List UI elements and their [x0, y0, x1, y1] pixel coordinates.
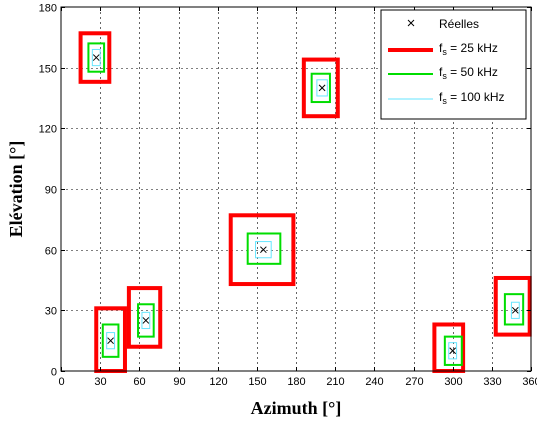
- region-fs100: [106, 332, 116, 350]
- x-tick-label: 60: [133, 376, 145, 388]
- legend-box: [380, 9, 527, 120]
- true-position-marker: [142, 317, 150, 324]
- region-fs100: [255, 241, 272, 259]
- true-position-marker: [449, 347, 457, 355]
- regions-layer: [78, 31, 532, 374]
- legend-x-marker-icon: [407, 19, 415, 27]
- x-tick-label: 330: [483, 376, 501, 388]
- markers-layer: [92, 54, 519, 355]
- y-tick-label: 120: [39, 124, 57, 136]
- x-tick-label: 300: [444, 376, 462, 388]
- legend-entry-fs25: fs = 25 kHz: [388, 41, 498, 57]
- x-tick-label: 30: [94, 376, 106, 388]
- region-fs100: [141, 311, 151, 330]
- legend: Réelles fs = 25 kHz fs = 50 kHz fs = 100…: [380, 9, 527, 120]
- region-fs50: [137, 303, 155, 338]
- region-fs25: [301, 57, 340, 119]
- legend-entry-reelles: Réelles: [407, 17, 479, 31]
- x-tick-label: 240: [365, 376, 383, 388]
- region-fs50: [503, 293, 525, 326]
- axis-ticks: 0 30 60 90 120 150 180 210 240 270 300 330 360 0 30 60 9…: [39, 3, 537, 389]
- x-tick-label: 150: [248, 376, 266, 388]
- true-position-marker: [92, 54, 100, 61]
- x-tick-label: 360: [522, 376, 537, 388]
- legend-label-fs50: fs = 50 kHz: [439, 65, 498, 81]
- y-tick-label: 180: [39, 3, 57, 15]
- region-fs25: [78, 31, 112, 84]
- true-position-marker: [107, 337, 114, 345]
- legend-entry-fs50: fs = 50 kHz: [388, 65, 498, 81]
- legend-entry-fs100: fs = 100 kHz: [388, 90, 505, 106]
- x-tick-label: 270: [405, 376, 423, 388]
- x-tick-label: 120: [209, 376, 227, 388]
- x-tick-label: 210: [326, 376, 344, 388]
- region-fs25: [493, 275, 532, 337]
- y-tick-label: 150: [39, 64, 57, 76]
- region-fs100: [448, 342, 458, 360]
- y-tick-label: 90: [45, 185, 57, 197]
- region-fs100: [316, 79, 328, 97]
- y-tick-label: 30: [45, 306, 57, 318]
- region-fs50: [310, 72, 331, 104]
- y-axis-label: Elévation [°]: [6, 141, 26, 238]
- region-fs50: [87, 42, 106, 73]
- legend-label-fs25: fs = 25 kHz: [439, 41, 498, 57]
- region-fs25: [228, 213, 296, 287]
- x-tick-label: 180: [287, 376, 305, 388]
- true-position-marker: [260, 246, 267, 254]
- region-fs50: [246, 232, 282, 265]
- y-tick-label: 0: [51, 367, 57, 379]
- x-axis-label: Azimuth [°]: [251, 398, 342, 418]
- legend-label-fs100: fs = 100 kHz: [439, 90, 505, 106]
- x-tick-label: 90: [173, 376, 185, 388]
- true-position-marker: [511, 306, 519, 314]
- region-fs100: [510, 301, 520, 319]
- x-tick-label: 0: [58, 376, 64, 388]
- region-fs25: [126, 286, 163, 349]
- legend-label-reelles: Réelles: [439, 17, 479, 31]
- y-tick-label: 60: [45, 246, 57, 258]
- region-fs50: [101, 323, 120, 358]
- true-position-marker: [318, 84, 326, 92]
- region-fs100: [91, 48, 101, 67]
- region-fs50: [443, 335, 463, 366]
